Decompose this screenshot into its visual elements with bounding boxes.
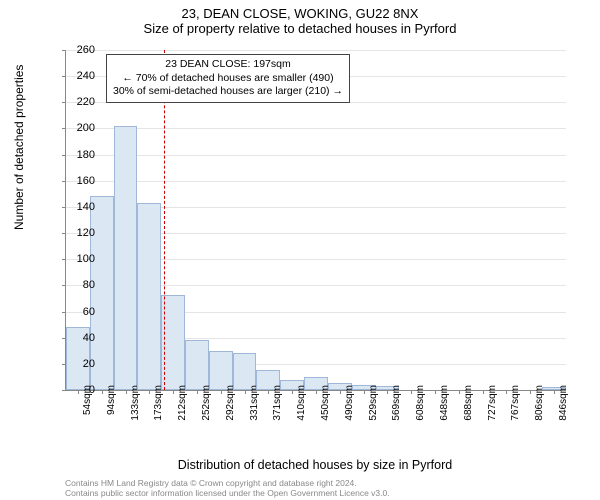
xtick-mark [173, 390, 174, 394]
ytick-label: 220 [60, 96, 95, 108]
ytick-label: 0 [60, 384, 95, 396]
ytick-label: 20 [60, 358, 95, 370]
xtick-mark [483, 390, 484, 394]
xtick-mark [292, 390, 293, 394]
title-main: 23, DEAN CLOSE, WOKING, GU22 8NX [0, 0, 600, 21]
ytick-label: 80 [60, 279, 95, 291]
xtick-mark [435, 390, 436, 394]
xtick-label: 806sqm [534, 385, 545, 421]
annotation-box: 23 DEAN CLOSE: 197sqm← 70% of detached h… [106, 54, 350, 103]
ytick-label: 40 [60, 332, 95, 344]
xtick-label: 450sqm [320, 385, 331, 421]
xtick-label: 846sqm [558, 385, 569, 421]
xtick-label: 252sqm [201, 385, 212, 421]
ytick-label: 60 [60, 306, 95, 318]
annotation-line3: 30% of semi-detached houses are larger (… [113, 85, 343, 99]
xtick-label: 529sqm [368, 385, 379, 421]
title-sub: Size of property relative to detached ho… [0, 21, 600, 36]
xtick-mark [221, 390, 222, 394]
xtick-mark [387, 390, 388, 394]
ytick-label: 160 [60, 175, 95, 187]
xtick-label: 292sqm [225, 385, 236, 421]
plot-region: 54sqm94sqm133sqm173sqm212sqm252sqm292sqm… [65, 50, 566, 391]
xtick-mark [149, 390, 150, 394]
gridline [66, 50, 566, 51]
xtick-label: 371sqm [272, 385, 283, 421]
xtick-label: 767sqm [510, 385, 521, 421]
annotation-line2: ← 70% of detached houses are smaller (49… [113, 72, 343, 86]
ytick-label: 260 [60, 44, 95, 56]
xtick-label: 648sqm [439, 385, 450, 421]
xtick-label: 410sqm [296, 385, 307, 421]
xtick-mark [197, 390, 198, 394]
xtick-mark [530, 390, 531, 394]
xtick-label: 490sqm [344, 385, 355, 421]
ytick-label: 180 [60, 149, 95, 161]
x-axis-label: Distribution of detached houses by size … [65, 458, 565, 472]
ytick-label: 140 [60, 201, 95, 213]
xtick-label: 212sqm [177, 385, 188, 421]
xtick-mark [459, 390, 460, 394]
ytick-label: 200 [60, 122, 95, 134]
gridline [66, 155, 566, 156]
xtick-label: 608sqm [415, 385, 426, 421]
xtick-label: 133sqm [130, 385, 141, 421]
chart-area: 54sqm94sqm133sqm173sqm212sqm252sqm292sqm… [65, 50, 565, 410]
gridline [66, 181, 566, 182]
histogram-bar [137, 203, 161, 390]
xtick-mark [316, 390, 317, 394]
histogram-bar [114, 126, 138, 390]
ytick-label: 100 [60, 253, 95, 265]
xtick-mark [340, 390, 341, 394]
xtick-label: 173sqm [153, 385, 164, 421]
xtick-label: 688sqm [463, 385, 474, 421]
ytick-label: 240 [60, 70, 95, 82]
xtick-mark [126, 390, 127, 394]
xtick-label: 727sqm [487, 385, 498, 421]
chart-container: 23, DEAN CLOSE, WOKING, GU22 8NX Size of… [0, 0, 600, 500]
annotation-line1: 23 DEAN CLOSE: 197sqm [113, 58, 343, 72]
xtick-label: 331sqm [249, 385, 260, 421]
y-axis-label: Number of detached properties [12, 65, 26, 230]
xtick-mark [268, 390, 269, 394]
xtick-mark [411, 390, 412, 394]
xtick-mark [364, 390, 365, 394]
xtick-mark [554, 390, 555, 394]
xtick-label: 569sqm [391, 385, 402, 421]
ytick-label: 120 [60, 227, 95, 239]
xtick-mark [102, 390, 103, 394]
footer-line2: Contains public sector information licen… [65, 489, 390, 498]
histogram-bar [161, 295, 185, 390]
xtick-mark [245, 390, 246, 394]
histogram-bar [185, 340, 209, 390]
xtick-mark [506, 390, 507, 394]
footer-attribution: Contains HM Land Registry data © Crown c… [65, 479, 390, 498]
gridline [66, 128, 566, 129]
